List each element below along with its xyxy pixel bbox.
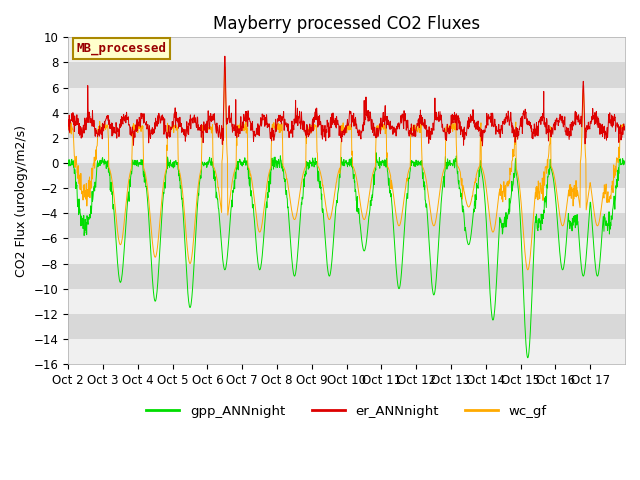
Bar [68,239,625,264]
Text: MB_processed: MB_processed [77,42,166,55]
Title: Mayberry processed CO2 Fluxes: Mayberry processed CO2 Fluxes [213,15,480,33]
Bar [68,163,625,188]
Bar [68,314,625,339]
Bar [68,188,625,213]
Bar [68,113,625,138]
Bar [68,88,625,113]
Bar [68,339,625,364]
Bar [68,37,625,62]
Bar [68,213,625,239]
Bar [68,138,625,163]
Y-axis label: CO2 Flux (urology/m2/s): CO2 Flux (urology/m2/s) [15,125,28,276]
Bar [68,264,625,288]
Legend: gpp_ANNnight, er_ANNnight, wc_gf: gpp_ANNnight, er_ANNnight, wc_gf [141,399,552,423]
Bar [68,288,625,314]
Bar [68,62,625,88]
